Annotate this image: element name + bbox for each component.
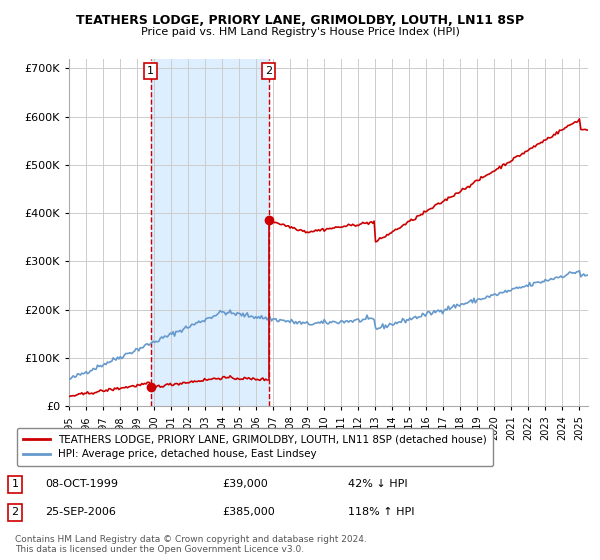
Text: 25-SEP-2006: 25-SEP-2006 bbox=[45, 507, 116, 517]
Text: TEATHERS LODGE, PRIORY LANE, GRIMOLDBY, LOUTH, LN11 8SP: TEATHERS LODGE, PRIORY LANE, GRIMOLDBY, … bbox=[76, 14, 524, 27]
Text: 2: 2 bbox=[11, 507, 19, 517]
Text: Price paid vs. HM Land Registry's House Price Index (HPI): Price paid vs. HM Land Registry's House … bbox=[140, 27, 460, 37]
Text: 08-OCT-1999: 08-OCT-1999 bbox=[45, 479, 118, 489]
Text: Contains HM Land Registry data © Crown copyright and database right 2024.
This d: Contains HM Land Registry data © Crown c… bbox=[15, 535, 367, 554]
Text: £385,000: £385,000 bbox=[222, 507, 275, 517]
Text: 2: 2 bbox=[265, 66, 272, 76]
Legend: TEATHERS LODGE, PRIORY LANE, GRIMOLDBY, LOUTH, LN11 8SP (detached house), HPI: A: TEATHERS LODGE, PRIORY LANE, GRIMOLDBY, … bbox=[17, 428, 493, 466]
Text: 118% ↑ HPI: 118% ↑ HPI bbox=[348, 507, 415, 517]
Text: £39,000: £39,000 bbox=[222, 479, 268, 489]
Text: 1: 1 bbox=[11, 479, 19, 489]
Bar bbox=[151, 59, 269, 406]
Text: 42% ↓ HPI: 42% ↓ HPI bbox=[348, 479, 407, 489]
Text: 1: 1 bbox=[147, 66, 154, 76]
